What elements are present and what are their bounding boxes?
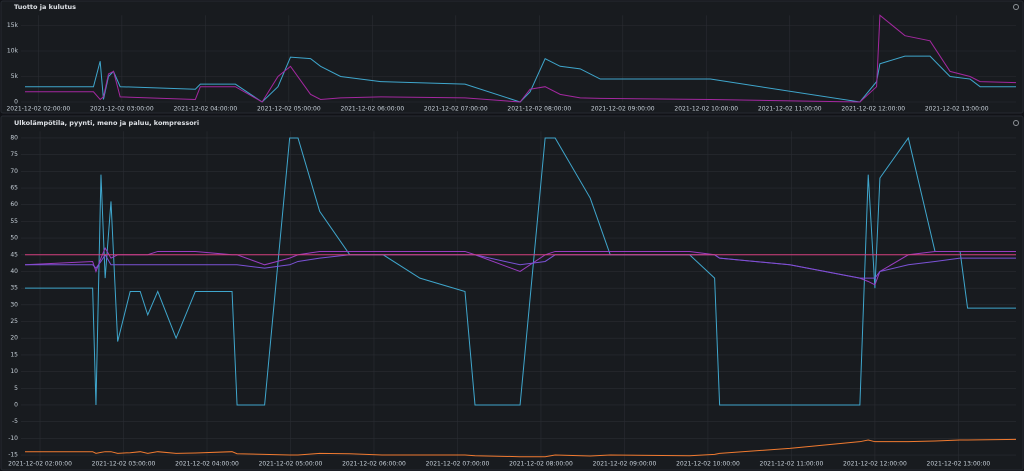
x-tick-label: 2021-12-02 13:00:00: [925, 106, 989, 113]
x-tick-label: 2021-12-02 08:00:00: [509, 461, 573, 468]
x-tick-label: 2021-12-02 03:00:00: [92, 461, 156, 468]
x-tick-label: 2021-12-02 07:00:00: [424, 106, 488, 113]
y-tick-label: 10k: [7, 48, 19, 55]
y-tick-label: 5: [14, 385, 18, 392]
y-tick-label: -5: [12, 418, 18, 425]
x-tick-label: 2021-12-02 09:00:00: [593, 461, 657, 468]
y-tick-label: 60: [10, 201, 18, 208]
x-tick-label: 2021-12-02 09:00:00: [591, 106, 655, 113]
y-tick-label: 25: [10, 318, 18, 325]
y-tick-label: 55: [10, 218, 18, 225]
x-tick-label: 2021-12-02 02:00:00: [6, 106, 70, 113]
y-tick-label: 15: [10, 351, 18, 358]
series-line: [25, 55, 1016, 103]
panel-title[interactable]: Ulkolämpötila, pyynti, meno ja paluu, ko…: [14, 119, 199, 127]
series-line: [25, 14, 1017, 103]
y-tick-label: 50: [10, 235, 18, 242]
y-tick-label: 5k: [11, 73, 19, 80]
y-tick-label: 75: [10, 151, 18, 158]
y-tick-label: 30: [10, 301, 18, 308]
x-tick-label: 2021-12-02 03:00:00: [90, 106, 154, 113]
x-tick-label: 2021-12-02 05:00:00: [257, 106, 321, 113]
y-tick-label: 70: [10, 168, 18, 175]
x-tick-label: 2021-12-02 06:00:00: [340, 106, 404, 113]
x-tick-label: 2021-12-02 05:00:00: [259, 461, 323, 468]
x-tick-label: 2021-12-02 11:00:00: [758, 106, 822, 113]
y-tick-label: 0: [14, 401, 18, 408]
x-tick-label: 2021-12-02 08:00:00: [507, 106, 571, 113]
x-tick-label: 2021-12-02 07:00:00: [426, 461, 490, 468]
series-line: [25, 136, 1016, 406]
y-tick-label: 0: [14, 99, 18, 106]
y-tick-label: 65: [10, 185, 18, 192]
panel: [0, 115, 1024, 471]
y-tick-label: 20: [10, 335, 18, 342]
panel-menu-icon[interactable]: [1013, 120, 1019, 126]
y-tick-label: 35: [10, 285, 18, 292]
x-tick-label: 2021-12-02 10:00:00: [676, 461, 740, 468]
x-tick-label: 2021-12-02 04:00:00: [175, 461, 239, 468]
x-tick-label: 2021-12-02 12:00:00: [841, 106, 905, 113]
y-tick-label: -10: [8, 435, 18, 442]
x-tick-label: 2021-12-02 02:00:00: [8, 461, 72, 468]
y-tick-label: 80: [10, 134, 18, 141]
y-tick-label: 15k: [7, 22, 19, 29]
x-tick-label: 2021-12-02 12:00:00: [843, 461, 907, 468]
x-tick-label: 2021-12-02 04:00:00: [173, 106, 237, 113]
y-tick-label: 45: [10, 251, 18, 258]
x-tick-label: 2021-12-02 13:00:00: [927, 461, 991, 468]
y-tick-label: 40: [10, 268, 18, 275]
x-tick-label: 2021-12-02 11:00:00: [760, 461, 824, 468]
y-tick-label: 10: [10, 368, 18, 375]
panel-menu-icon[interactable]: [1013, 4, 1019, 10]
panel-title[interactable]: Tuotto ja kulutus: [14, 3, 76, 11]
x-tick-label: 2021-12-02 06:00:00: [342, 461, 406, 468]
series-line: [25, 438, 1017, 458]
y-tick-label: -15: [8, 452, 18, 459]
x-tick-label: 2021-12-02 10:00:00: [674, 106, 738, 113]
panel: [0, 0, 1024, 114]
